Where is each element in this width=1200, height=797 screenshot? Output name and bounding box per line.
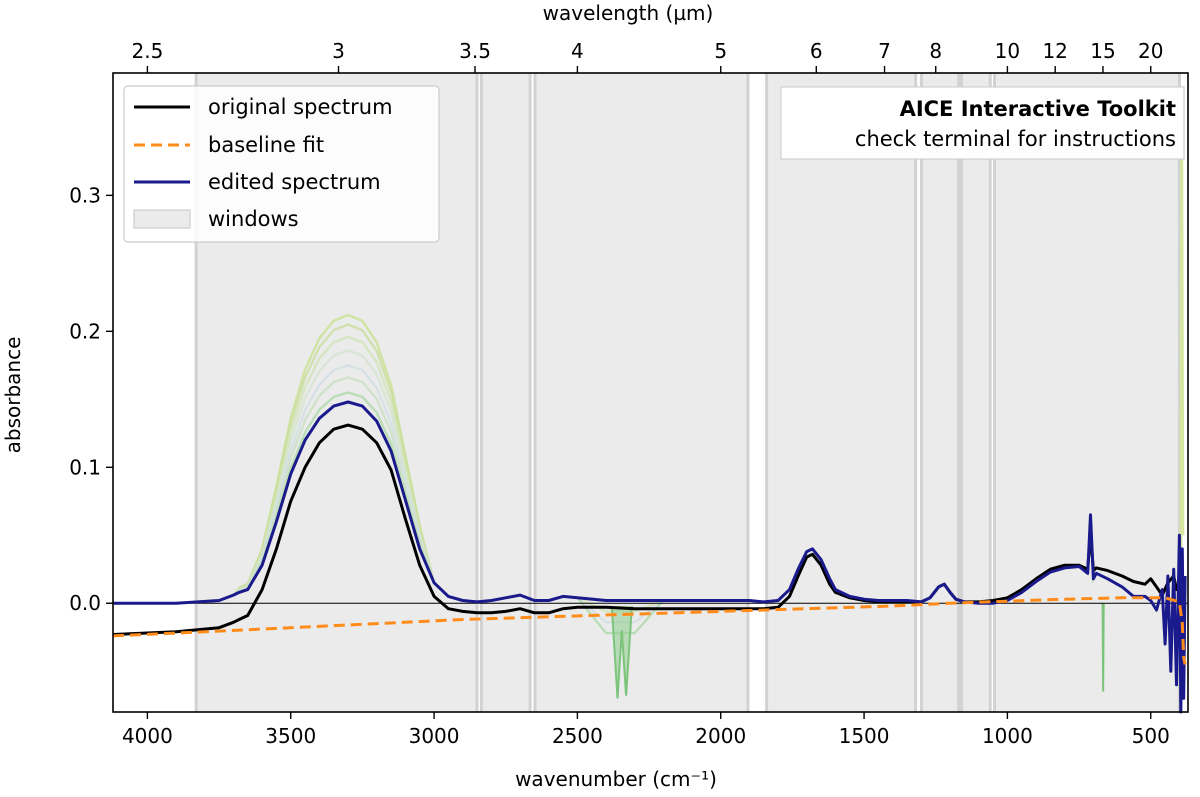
x-tick-label-2500: 2500 xyxy=(552,724,603,748)
top-tick-label-12: 12 xyxy=(1042,39,1067,63)
ghost-dip-668 xyxy=(1101,603,1105,692)
legend: original spectrum baseline fit edited sp… xyxy=(123,85,440,243)
top-tick-label-4: 4 xyxy=(571,39,584,63)
series-original-spectrum xyxy=(112,423,1187,636)
y-tick-label-0: 0.0 xyxy=(69,591,101,615)
legend-box xyxy=(123,85,440,243)
top-tick-label-20: 20 xyxy=(1138,39,1163,63)
top-tick-label-8: 8 xyxy=(929,39,942,63)
annotation-title: AICE Interactive Toolkit xyxy=(900,97,1176,121)
y-tick-label-2: 0.2 xyxy=(69,319,101,343)
legend-label-windows: windows xyxy=(208,207,299,231)
window-region-7 xyxy=(994,73,1180,712)
x-axis-ticks: 4000 3500 3000 2500 2000 1500 1000 500 xyxy=(122,712,1170,748)
top-tick-label-3: 3 xyxy=(332,39,345,63)
top-tick-label-7: 7 xyxy=(878,39,891,63)
legend-label-edited: edited spectrum xyxy=(208,170,381,194)
x-tick-label-4000: 4000 xyxy=(122,724,173,748)
top-tick-label-10: 10 xyxy=(995,39,1020,63)
y-tick-label-3: 0.3 xyxy=(69,183,101,207)
window-region-5 xyxy=(921,73,959,712)
top-tick-label-3.5: 3.5 xyxy=(459,39,491,63)
x-tick-label-3500: 3500 xyxy=(265,724,316,748)
toolkit-annotation: AICE Interactive Toolkit check terminal … xyxy=(780,86,1185,160)
x-axis-title: wavenumber (cm⁻¹) xyxy=(515,767,717,791)
window-region-2 xyxy=(481,73,531,712)
top-tick-label-6: 6 xyxy=(810,39,823,63)
annotation-subtitle: check terminal for instructions xyxy=(855,127,1176,151)
window-region-3 xyxy=(534,73,748,712)
ghost-co2-dip xyxy=(610,605,633,699)
annotation-box xyxy=(780,86,1185,160)
top-axis-title: wavelength (µm) xyxy=(543,1,714,25)
plot-frame xyxy=(112,72,1189,713)
top-tick-label-15: 15 xyxy=(1090,39,1115,63)
window-region-4 xyxy=(766,73,916,712)
x-tick-label-3000: 3000 xyxy=(409,724,460,748)
x-tick-label-1000: 1000 xyxy=(982,724,1033,748)
window-region-6 xyxy=(961,73,991,712)
y-tick-label-1: 0.1 xyxy=(69,455,101,479)
top-tick-label-5: 5 xyxy=(714,39,727,63)
legend-label-baseline: baseline fit xyxy=(208,133,324,157)
top-axis-ticks: 2.5 3 3.5 4 5 6 7 8 10 12 15 20 xyxy=(131,39,1163,73)
series-baseline-fit xyxy=(112,596,1187,665)
x-tick-label-500: 500 xyxy=(1132,724,1170,748)
legend-label-original: original spectrum xyxy=(208,95,393,119)
x-tick-label-1500: 1500 xyxy=(839,724,890,748)
y-axis-ticks: 0.0 0.1 0.2 0.3 xyxy=(69,183,113,615)
series-layer xyxy=(112,400,1187,714)
legend-swatch-windows xyxy=(133,209,191,229)
y-axis-title: absorbance xyxy=(1,337,25,454)
top-tick-label-2.5: 2.5 xyxy=(131,39,163,63)
x-tick-label-2000: 2000 xyxy=(695,724,746,748)
